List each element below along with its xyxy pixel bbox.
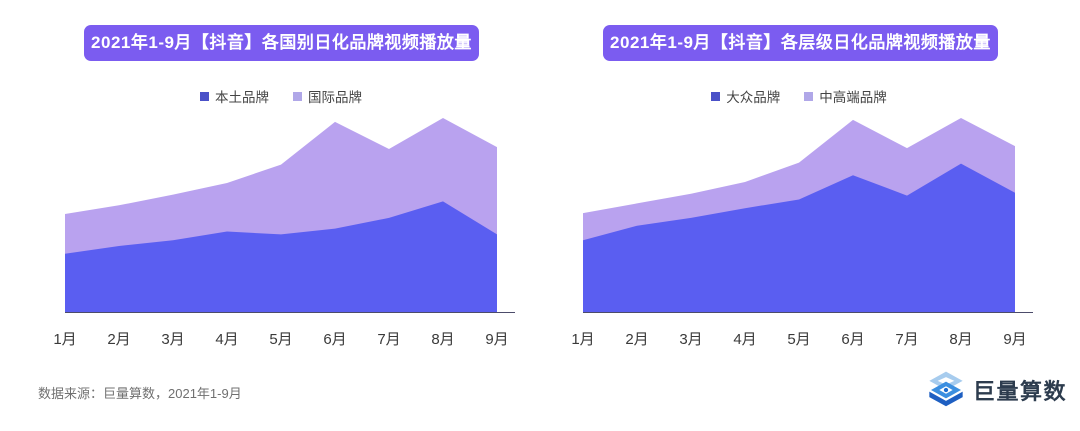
x-axis-label: 5月 bbox=[269, 331, 293, 348]
x-axis-country: 1月 2月 3月 4月 5月 6月 7月 8月 9月 bbox=[53, 328, 515, 348]
x-axis-label: 1月 bbox=[53, 331, 77, 348]
legend-tier: 大众品牌 中高端品牌 bbox=[583, 86, 1015, 106]
stacked-area-chart-tier bbox=[583, 118, 1033, 313]
legend-swatch-icon bbox=[293, 91, 302, 101]
x-axis-label: 9月 bbox=[1003, 331, 1027, 348]
legend-item-international-brands[interactable]: 国际品牌 bbox=[293, 86, 362, 106]
legend-label: 本土品牌 bbox=[215, 90, 269, 105]
x-axis-label: 4月 bbox=[733, 331, 757, 348]
legend-swatch-icon bbox=[804, 91, 814, 101]
x-axis-label: 9月 bbox=[485, 331, 509, 348]
x-axis-label: 8月 bbox=[431, 331, 455, 348]
legend-swatch-icon bbox=[200, 91, 209, 101]
x-axis-label: 2月 bbox=[107, 331, 131, 348]
logo-text: 巨量算数 bbox=[973, 379, 1068, 404]
area-series-bottom bbox=[65, 201, 497, 312]
x-axis-tier: 1月 2月 3月 4月 5月 6月 7月 8月 9月 bbox=[571, 328, 1033, 348]
legend-item-mass-brands[interactable]: 大众品牌 bbox=[711, 86, 780, 106]
legend-item-local-brands[interactable]: 本土品牌 bbox=[200, 86, 269, 106]
legend-swatch-icon bbox=[711, 91, 721, 101]
x-axis-label: 1月 bbox=[571, 331, 595, 348]
juliang-suanshu-logo: 巨量算数 bbox=[926, 370, 1067, 410]
area-series-bottom bbox=[583, 163, 1015, 312]
chart-title-badge-tier: 2021年1-9月【抖音】各层级日化品牌视频播放量 bbox=[603, 25, 998, 61]
x-axis-label: 7月 bbox=[377, 331, 401, 348]
legend-label: 国际品牌 bbox=[308, 90, 362, 105]
data-source-note: 数据来源：巨量算数，2021年1-9月 bbox=[38, 386, 242, 401]
x-axis-label: 2月 bbox=[625, 331, 649, 348]
legend-item-midhigh-brands[interactable]: 中高端品牌 bbox=[804, 86, 887, 106]
x-axis-label: 6月 bbox=[841, 331, 865, 348]
x-axis-label: 4月 bbox=[215, 331, 239, 348]
chart-title-badge-country: 2021年1-9月【抖音】各国别日化品牌视频播放量 bbox=[84, 25, 479, 61]
x-axis-label: 3月 bbox=[679, 331, 703, 348]
x-axis-label: 3月 bbox=[161, 331, 185, 348]
legend-country: 本土品牌 国际品牌 bbox=[65, 86, 497, 106]
juliang-cube-icon bbox=[929, 371, 963, 407]
x-axis-label: 8月 bbox=[949, 331, 973, 348]
legend-label: 大众品牌 bbox=[726, 90, 781, 105]
x-axis-label: 7月 bbox=[895, 331, 919, 348]
x-axis-label: 6月 bbox=[323, 331, 347, 348]
stacked-area-chart-country bbox=[65, 118, 515, 313]
x-axis-label: 5月 bbox=[787, 331, 811, 348]
legend-label: 中高端品牌 bbox=[819, 90, 887, 105]
